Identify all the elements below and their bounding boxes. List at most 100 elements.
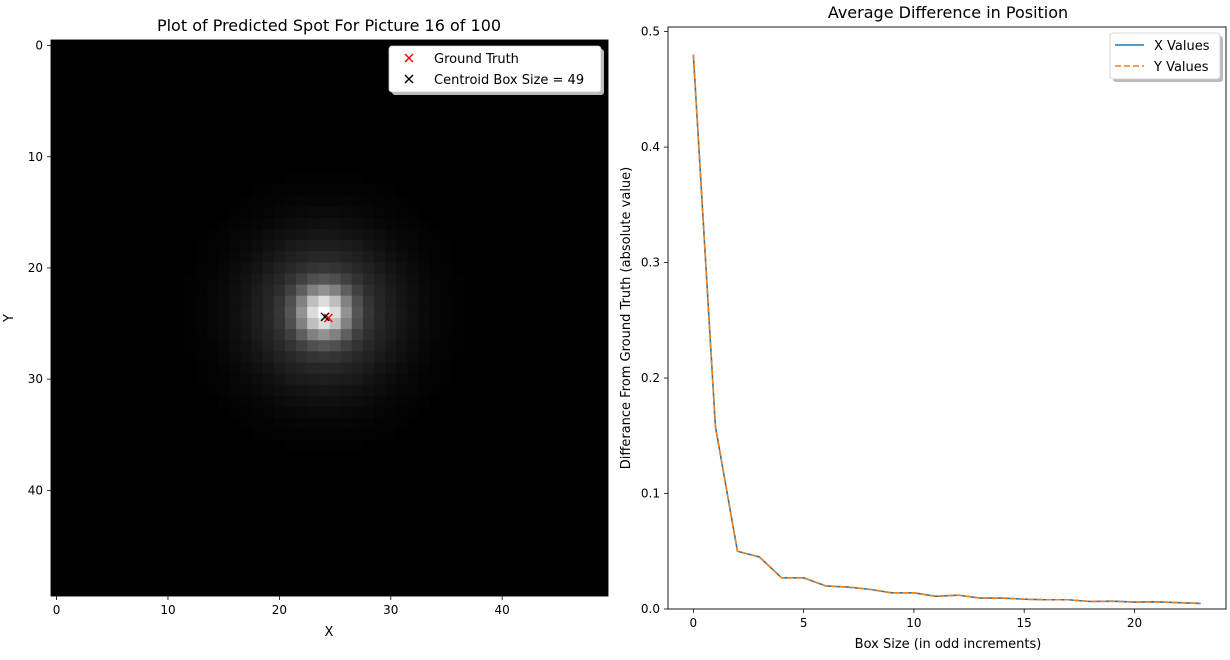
heatmap-cell	[440, 362, 453, 374]
heatmap-cell	[385, 373, 397, 386]
heatmap-cell	[251, 229, 264, 241]
heatmap-cell	[284, 240, 297, 252]
heatmap-cell	[351, 240, 364, 252]
heatmap-cell	[351, 329, 364, 341]
heatmap-cell	[362, 251, 375, 263]
heatmap-cell	[329, 418, 342, 430]
legend-x-ground-truth-stroke-b	[404, 53, 414, 63]
heatmap-cell	[340, 306, 353, 319]
heatmap-cell	[318, 362, 330, 374]
heatmap-cell	[284, 395, 297, 408]
heatmap-cell	[407, 384, 420, 397]
heatmap-cell	[206, 306, 219, 319]
heatmap-cell	[374, 284, 386, 297]
heatmap-cell	[318, 240, 330, 252]
heatmap-cell	[407, 251, 420, 263]
heatmap-cell	[318, 284, 330, 297]
heatmap-cell	[296, 184, 308, 197]
heatmap-cell	[229, 251, 241, 263]
heatmap-cell	[351, 318, 364, 330]
heatmap-cell	[429, 384, 442, 397]
heatmap-cell	[262, 206, 275, 219]
heatmap-cell	[452, 340, 464, 352]
heatmap-cell	[329, 206, 342, 219]
heatmap-cell	[362, 373, 375, 386]
heatmap-cell	[329, 395, 342, 408]
heatmap-cell	[340, 184, 353, 197]
heatmap-cell	[351, 406, 364, 419]
heatmap-cell	[273, 217, 286, 230]
heatmap-cell	[240, 406, 252, 419]
heatmap-cell	[296, 440, 308, 452]
x-tick-label: 15	[1017, 616, 1032, 630]
heatmap-cell	[229, 295, 241, 308]
y-tick-label: 0.2	[641, 371, 660, 385]
heatmap-cell	[340, 295, 353, 308]
heatmap-cell	[340, 195, 353, 208]
heatmap-cell	[273, 418, 286, 430]
heatmap-cell	[284, 229, 297, 241]
heatmap-chart: Plot of Predicted Spot For Picture 16 of…	[2, 16, 609, 640]
heatmap-cell	[340, 229, 353, 241]
heatmap-cell	[284, 418, 297, 430]
heatmap-cell	[407, 217, 420, 230]
heatmap-cell	[284, 217, 297, 230]
heatmap-cell	[195, 351, 208, 363]
heatmap-cell	[340, 395, 353, 408]
heatmap-cell	[385, 429, 397, 441]
heatmap-cell	[284, 195, 297, 208]
heatmap-cell	[385, 206, 397, 219]
heatmap-cell	[307, 195, 319, 208]
heatmap-cell	[240, 373, 252, 386]
heatmap-cell	[195, 362, 208, 374]
heatmap-cell	[307, 206, 319, 219]
heatmap-cell	[251, 184, 264, 197]
heatmap-cell	[374, 184, 386, 197]
heatmap-cell	[318, 418, 330, 430]
heatmap-cell	[251, 384, 264, 397]
heatmap-cell	[284, 173, 297, 185]
heatmap-cell	[240, 273, 252, 286]
heatmap-cell	[284, 262, 297, 274]
heatmap-cell	[396, 318, 408, 330]
heatmap-cell	[318, 429, 330, 441]
heatmap-cell	[240, 206, 252, 219]
heatmap-cell	[396, 284, 408, 297]
heatmap-cell	[452, 329, 464, 341]
heatmap-cell	[307, 184, 319, 197]
heatmap-cell	[273, 406, 286, 419]
heatmap-cell	[329, 362, 342, 374]
legend-marker-centroid	[404, 74, 414, 84]
legend-marker-ground-truth	[404, 53, 414, 63]
heatmap-cell	[362, 229, 375, 241]
heatmap-cell	[184, 329, 197, 341]
heatmap-cell	[340, 329, 353, 341]
heatmap-cell	[195, 318, 208, 330]
heatmap-cell	[218, 362, 230, 374]
heatmap-cell	[296, 306, 308, 319]
heatmap-cell	[340, 318, 353, 330]
heatmap-cell	[296, 251, 308, 263]
heatmap-cell	[351, 184, 364, 197]
heatmap-cell	[362, 418, 375, 430]
heatmap-cell	[374, 217, 386, 230]
heatmap-x-label: X	[325, 625, 334, 640]
heatmap-cell	[396, 295, 408, 308]
heatmap-cell	[440, 373, 453, 386]
heatmap-cell	[329, 429, 342, 441]
heatmap-cell	[307, 351, 319, 363]
heatmap-cell	[396, 418, 408, 430]
heatmap-cell	[218, 318, 230, 330]
heatmap-cell	[396, 229, 408, 241]
heatmap-cell	[206, 373, 219, 386]
heatmap-cell	[374, 351, 386, 363]
heatmap-x-ticks: 0 10 20 30 40	[53, 596, 510, 617]
heatmap-cell	[362, 184, 375, 197]
heatmap-cell	[429, 340, 442, 352]
heatmap-cell	[385, 217, 397, 230]
heatmap-cell	[229, 306, 241, 319]
x-tick-label: 20	[1127, 616, 1142, 630]
heatmap-cell	[206, 262, 219, 274]
heatmap-cell	[351, 395, 364, 408]
